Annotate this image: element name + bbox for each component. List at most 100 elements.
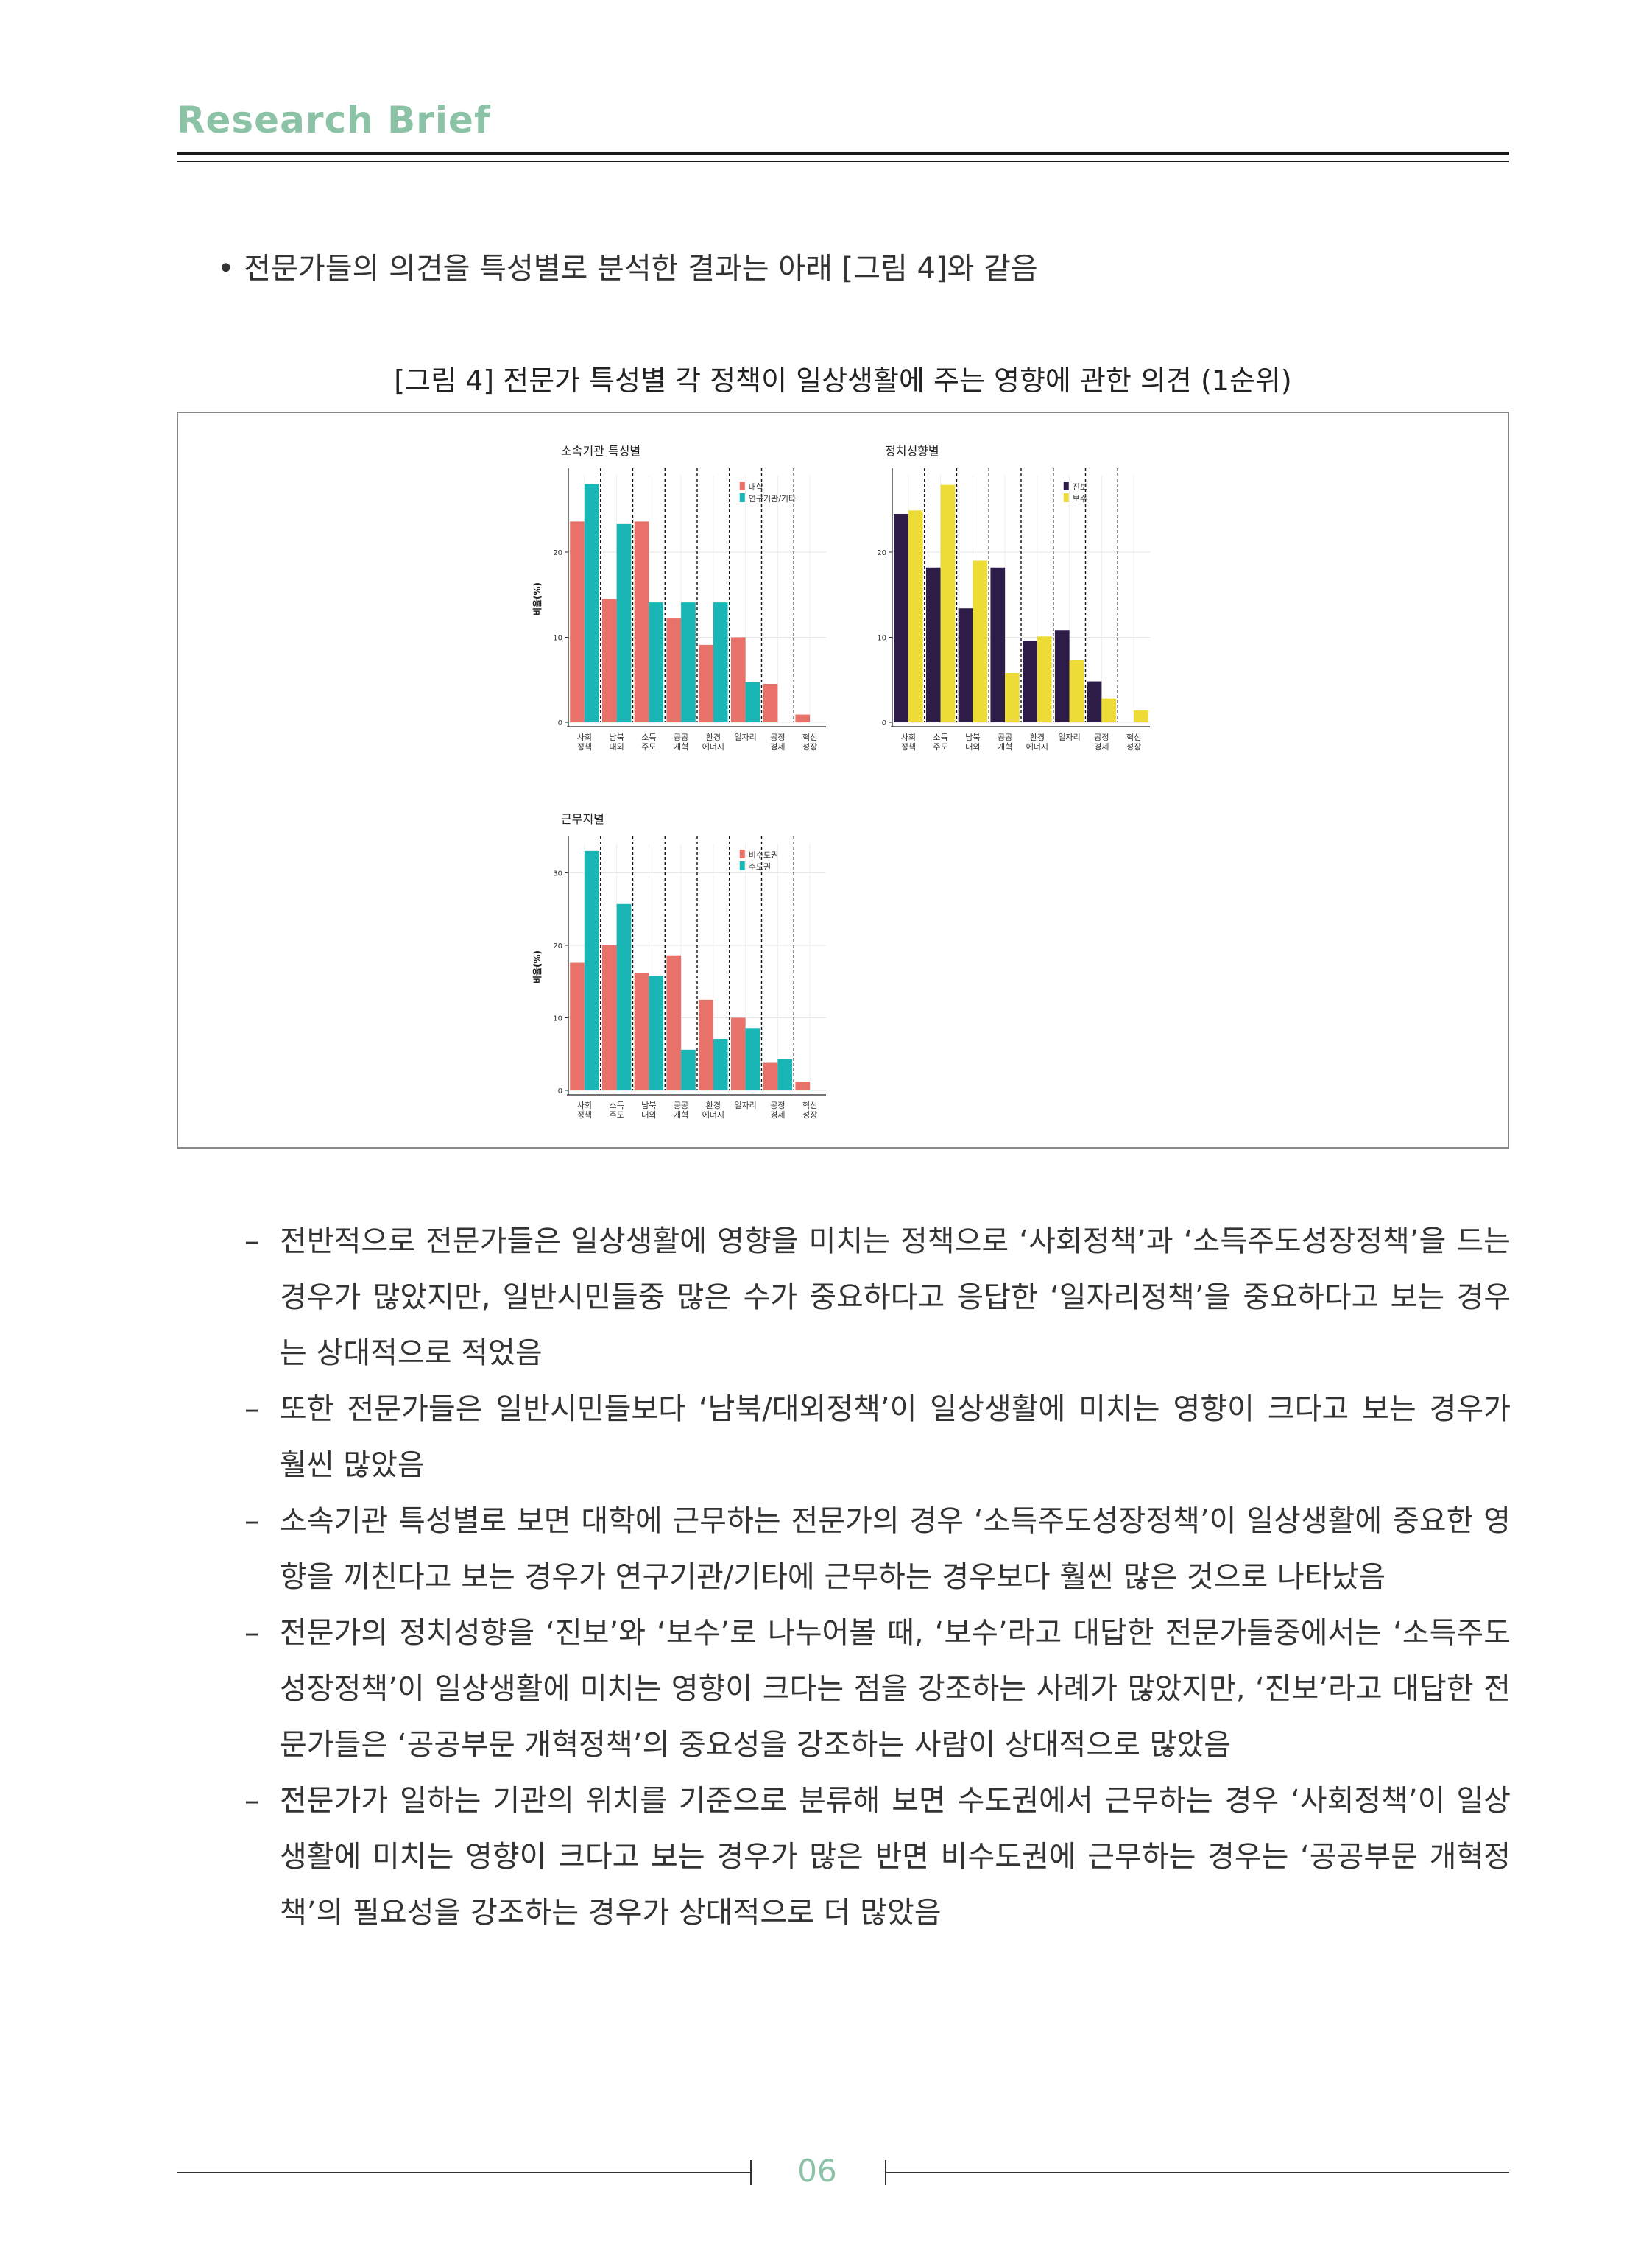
y-tick-label: 0 <box>882 719 886 727</box>
chart-title: 근무지별 <box>561 812 604 826</box>
y-tick-label: 10 <box>553 634 562 642</box>
x-tick-label: 남북 <box>965 733 980 742</box>
x-tick-label: 일자리 <box>734 1100 756 1110</box>
x-tick-label: 경제 <box>1094 742 1109 752</box>
x-tick-label: 공정 <box>1094 733 1109 742</box>
y-tick-label: 0 <box>558 1087 562 1096</box>
x-tick-label: 정책 <box>577 742 592 752</box>
x-tick-label: 주도 <box>610 1110 624 1120</box>
x-tick-label: 사회 <box>577 733 592 742</box>
legend-swatch <box>739 493 745 502</box>
bar <box>1069 660 1084 722</box>
x-tick-label: 소득 <box>933 733 948 742</box>
x-tick-label: 공공 <box>674 1101 688 1110</box>
x-tick-label: 에너지 <box>702 742 724 752</box>
x-tick-label: 소득 <box>610 1101 624 1110</box>
bar <box>1023 641 1037 722</box>
x-tick-label: 성장 <box>1126 742 1141 752</box>
chart-title: 소속기관 특성별 <box>561 444 640 458</box>
bar <box>777 1059 793 1090</box>
bar <box>649 976 664 1090</box>
bar <box>1054 630 1070 722</box>
x-tick-label: 환경 <box>706 733 721 742</box>
x-tick-label: 공정 <box>770 1101 785 1110</box>
bar <box>616 903 632 1090</box>
bar <box>681 602 696 722</box>
y-tick-label: 10 <box>877 634 886 642</box>
x-tick-label: 개혁 <box>674 742 688 752</box>
x-tick-label: 일자리 <box>734 732 756 742</box>
x-tick-label: 경제 <box>770 1110 785 1120</box>
x-tick-label: 에너지 <box>702 1110 724 1120</box>
bar <box>584 850 599 1090</box>
x-tick-label: 개혁 <box>998 742 1012 752</box>
bar <box>699 999 713 1090</box>
x-tick-label: 경제 <box>770 742 785 752</box>
bar <box>570 962 585 1090</box>
bar <box>699 644 713 722</box>
x-tick-label: 소득 <box>641 733 656 742</box>
bar <box>940 484 956 722</box>
x-tick-label: 사회 <box>577 1101 592 1110</box>
x-tick-label: 대외 <box>965 742 980 752</box>
x-tick-label: 공정 <box>770 733 785 742</box>
legend-label: 보수 <box>1073 494 1087 504</box>
bar <box>745 682 760 722</box>
bar <box>795 714 811 722</box>
bar <box>958 608 973 722</box>
legend-swatch <box>739 850 745 858</box>
bar <box>616 523 632 722</box>
x-tick-label: 일자리 <box>1058 732 1080 742</box>
y-tick-label: 30 <box>553 870 562 878</box>
bar <box>795 1082 811 1090</box>
bar <box>730 1017 746 1090</box>
bar <box>584 484 599 722</box>
bar <box>1101 698 1117 722</box>
legend-label: 수도권 <box>749 862 771 872</box>
chart-title: 정치성향별 <box>885 444 939 458</box>
figure-caption: [그림 4] 전문가 특성별 각 정책이 일상생활에 주는 영향에 관한 의견 … <box>394 364 1292 397</box>
x-tick-label: 개혁 <box>674 1110 688 1120</box>
footer-rule-left <box>177 2172 751 2173</box>
bar <box>973 560 988 722</box>
x-tick-label: 정책 <box>577 1110 592 1120</box>
x-tick-label: 남북 <box>641 1101 656 1110</box>
list-item: – 소속기관 특성별로 보면 대학에 근무하는 전문가의 경우 ‘소득주도성장정책… <box>244 1504 1511 1594</box>
intro-bullet: • 전문가들의 의견을 특성별로 분석한 결과는 아래 [그림 4]와 같음 <box>217 252 1038 286</box>
legend-swatch <box>1063 482 1069 490</box>
bar <box>763 684 778 722</box>
bar <box>745 1028 760 1090</box>
bar <box>713 602 728 722</box>
bar <box>649 602 664 722</box>
bar <box>894 513 908 722</box>
x-tick-label: 주도 <box>933 742 948 752</box>
legend-label: 연구기관/기타 <box>749 494 796 504</box>
x-tick-label: 공공 <box>998 733 1012 742</box>
x-tick-label: 대외 <box>610 742 624 752</box>
bar <box>601 599 617 722</box>
x-tick-label: 혁신 <box>802 1101 817 1110</box>
x-tick-label: 정책 <box>901 742 916 752</box>
legend-label: 진보 <box>1073 482 1087 492</box>
y-tick-label: 20 <box>877 549 886 557</box>
bar <box>666 618 682 722</box>
bar <box>763 1062 778 1090</box>
header-rule-thick <box>177 152 1509 155</box>
footer-rule-right <box>886 2172 1509 2173</box>
page-number: 06 <box>797 2153 837 2189</box>
bar <box>666 955 682 1090</box>
x-tick-label: 주도 <box>641 742 656 752</box>
x-tick-label: 환경 <box>1030 733 1045 742</box>
x-tick-label: 남북 <box>610 733 624 742</box>
y-axis-label: 비율(%) <box>532 950 543 984</box>
bar <box>925 567 941 722</box>
x-tick-label: 성장 <box>802 742 817 752</box>
y-tick-label: 10 <box>553 1015 562 1023</box>
footer-tick-left <box>750 2160 752 2185</box>
list-item: – 또한 전문가들은 일반시민들보다 ‘남북/대외정책’이 일상생활에 미치는 영… <box>244 1392 1511 1482</box>
bar <box>570 521 585 722</box>
bar <box>730 637 746 722</box>
